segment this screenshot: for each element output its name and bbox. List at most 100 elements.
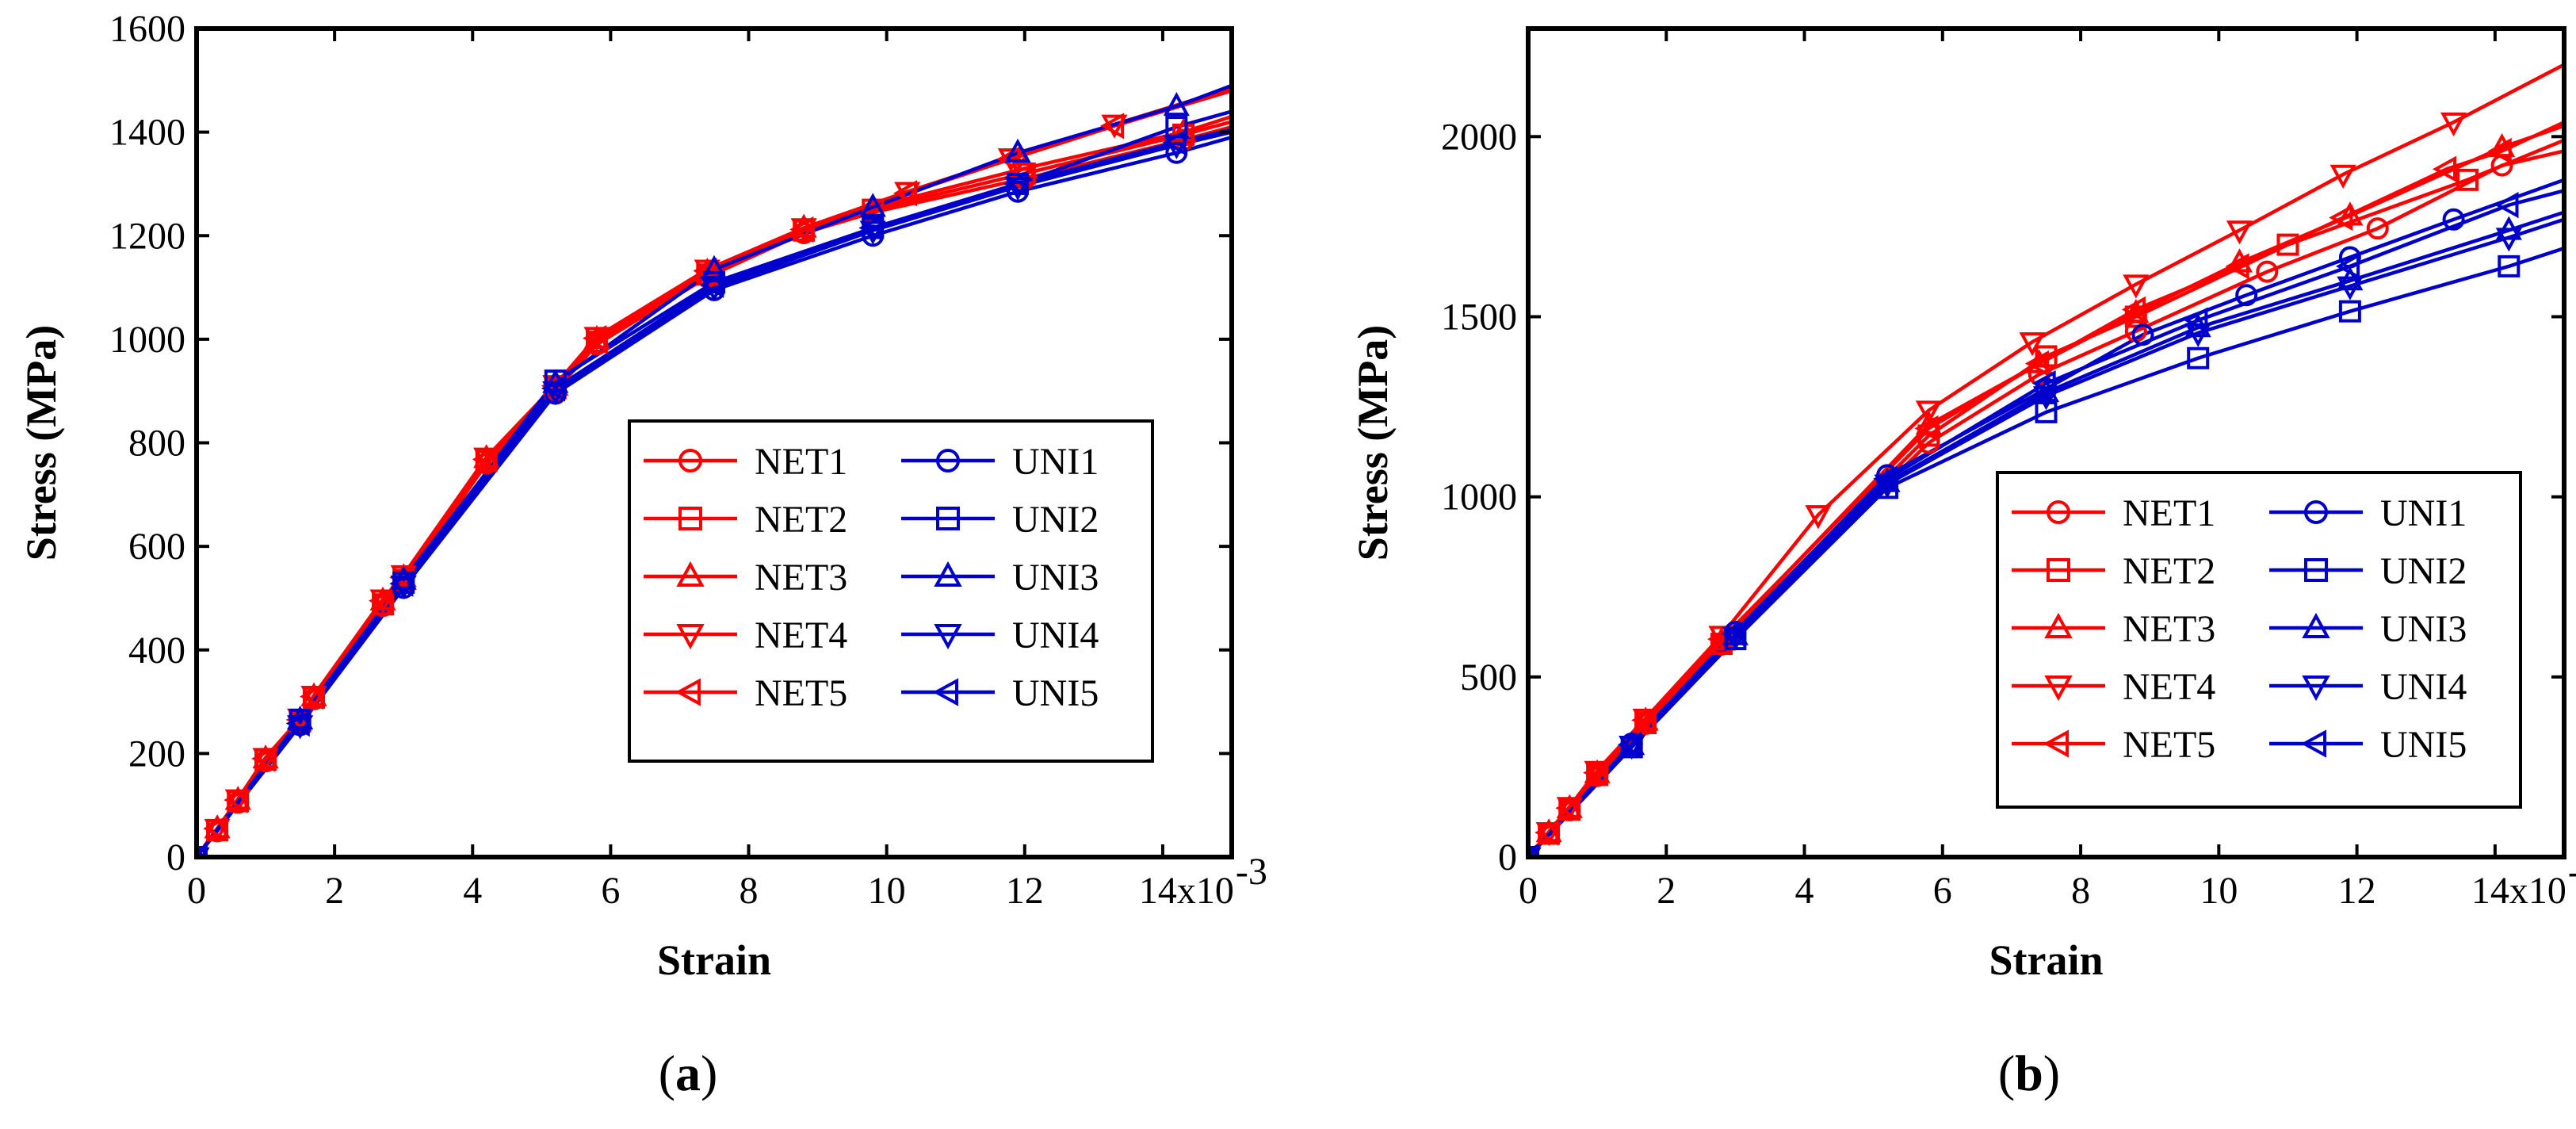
y-tick-label: 500 (1460, 656, 1517, 698)
data-point-uni5 (541, 375, 565, 402)
x-tick-label: 4 (463, 870, 482, 912)
data-point-uni4 (1874, 474, 1901, 499)
x-tick-label: 8 (740, 870, 759, 912)
data-point-uni2 (2187, 346, 2210, 369)
data-point-net1 (2256, 260, 2279, 283)
data-point-net5 (224, 786, 248, 813)
data-point-net4 (583, 327, 610, 351)
legend-label: NET5 (755, 672, 847, 714)
x-axis-title: Strain (657, 936, 771, 984)
data-point-net4 (1805, 505, 1832, 530)
data-point-net5 (2432, 155, 2457, 182)
data-point-net4 (224, 789, 251, 813)
legend-label: UNI2 (1012, 499, 1099, 541)
data-point-net5 (1100, 113, 1125, 140)
data-point-net4 (2226, 220, 2253, 245)
legend-label: NET2 (755, 499, 847, 541)
y-tick-label: 1000 (109, 319, 185, 361)
legend-box (1996, 471, 2522, 809)
data-point-net4 (1535, 821, 1562, 847)
legend-label: NET4 (2123, 666, 2215, 708)
data-point-uni1 (2442, 208, 2465, 231)
legend-marker (678, 507, 702, 530)
panel-label-b: (b) (1998, 1045, 2060, 1101)
data-point-uni5 (2031, 369, 2056, 397)
legend-label: NET3 (755, 557, 847, 599)
y-tick-label: 800 (128, 423, 185, 465)
x-tick-label: 0 (1519, 870, 1538, 912)
legend-label: UNI1 (1012, 441, 1099, 483)
data-point-uni5 (1721, 620, 1745, 647)
x-axis-title: Strain (1989, 936, 2103, 984)
legend-marker (2300, 729, 2327, 758)
legend-marker (675, 678, 701, 706)
y-tick-label: 0 (1498, 836, 1517, 878)
data-point-net5 (203, 815, 227, 842)
legend-label: UNI2 (2380, 550, 2467, 592)
legend-marker (936, 449, 960, 473)
legend-item-uni1: UNI1 (2269, 492, 2467, 534)
x-tick-label: 12 (2338, 870, 2376, 912)
data-point-net1 (2366, 217, 2389, 240)
data-point-net4 (369, 589, 396, 614)
panel-label-a: (a) (659, 1045, 718, 1101)
data-point-net5 (892, 180, 917, 207)
x-tick-label: 0 (187, 870, 206, 912)
y-tick-label: 200 (128, 733, 185, 775)
data-point-net5 (472, 446, 496, 473)
legend-item-net3: NET3 (2012, 608, 2215, 650)
legend-label: NET1 (2123, 492, 2215, 534)
legend-label: NET4 (755, 614, 847, 656)
data-point-net4 (694, 259, 720, 284)
legend-marker (934, 623, 962, 650)
x-tick-label: 4 (1795, 870, 1814, 912)
legend-label: UNI5 (2380, 724, 2467, 766)
data-point-uni5 (1873, 465, 1898, 492)
data-point-net5 (2329, 204, 2353, 232)
legend-item-net4: NET4 (2012, 666, 2215, 708)
data-point-uni5 (2494, 192, 2519, 219)
data-point-net4 (2019, 332, 2046, 357)
x-exponent-label: -3 (1236, 851, 1267, 893)
data-point-net5 (251, 745, 276, 772)
data-point-uni5 (858, 214, 883, 242)
legend-item-uni4: UNI4 (901, 614, 1099, 656)
data-point-net4 (252, 748, 279, 772)
x-exponent-label: -3 (2568, 851, 2576, 893)
data-point-net5 (789, 216, 814, 243)
chart-panel-a: 0 2 4 6 8 10 12 14x10 -3 0 200 400 600 800 1000 1200 140… (17, 8, 1267, 984)
x-tick-label: 10 (868, 870, 906, 912)
legend-item-uni3: UNI3 (901, 557, 1099, 599)
y-axis-title: Stress (MPa) (1349, 325, 1397, 561)
legend-item-net4: NET4 (644, 614, 847, 656)
data-point-net4 (473, 447, 500, 472)
x-tick-label: 2 (325, 870, 344, 912)
legend-marker (2043, 729, 2070, 758)
legend-item-net1: NET1 (2012, 492, 2215, 534)
legend-marker (2304, 558, 2328, 582)
data-point-uni1 (2235, 284, 2258, 307)
data-point-uni5 (1617, 731, 1642, 758)
data-point-net5 (1631, 706, 1656, 733)
x-tick-label: 6 (601, 870, 620, 912)
data-point-net2 (2276, 233, 2299, 256)
y-tick-label: 1400 (109, 112, 185, 154)
data-point-net5 (1555, 794, 1580, 821)
legend-marker (2047, 558, 2070, 582)
x-tick-label: 14x10 (2471, 870, 2566, 912)
legend-marker (2302, 612, 2330, 639)
data-point-net4 (1556, 797, 1583, 821)
chart-panel-b: 0 2 4 6 8 10 12 14x10-3 0 500 1000 1500 2000 Strain St… (1349, 26, 2576, 984)
data-point-uni3 (1722, 621, 1749, 645)
data-point-uni2 (2035, 400, 2058, 423)
data-point-uni5 (1003, 170, 1028, 197)
y-tick-label: 2000 (1441, 116, 1517, 158)
legend-item-uni2: UNI2 (2269, 550, 2467, 592)
data-point-uni2 (2498, 255, 2521, 277)
y-tick-label: 1500 (1441, 296, 1517, 338)
legend-marker (2044, 612, 2073, 639)
y-tick-label: 1200 (109, 215, 185, 257)
data-point-net4 (2123, 274, 2150, 299)
data-point-net4 (2440, 112, 2467, 137)
plot-area (1528, 63, 2564, 857)
